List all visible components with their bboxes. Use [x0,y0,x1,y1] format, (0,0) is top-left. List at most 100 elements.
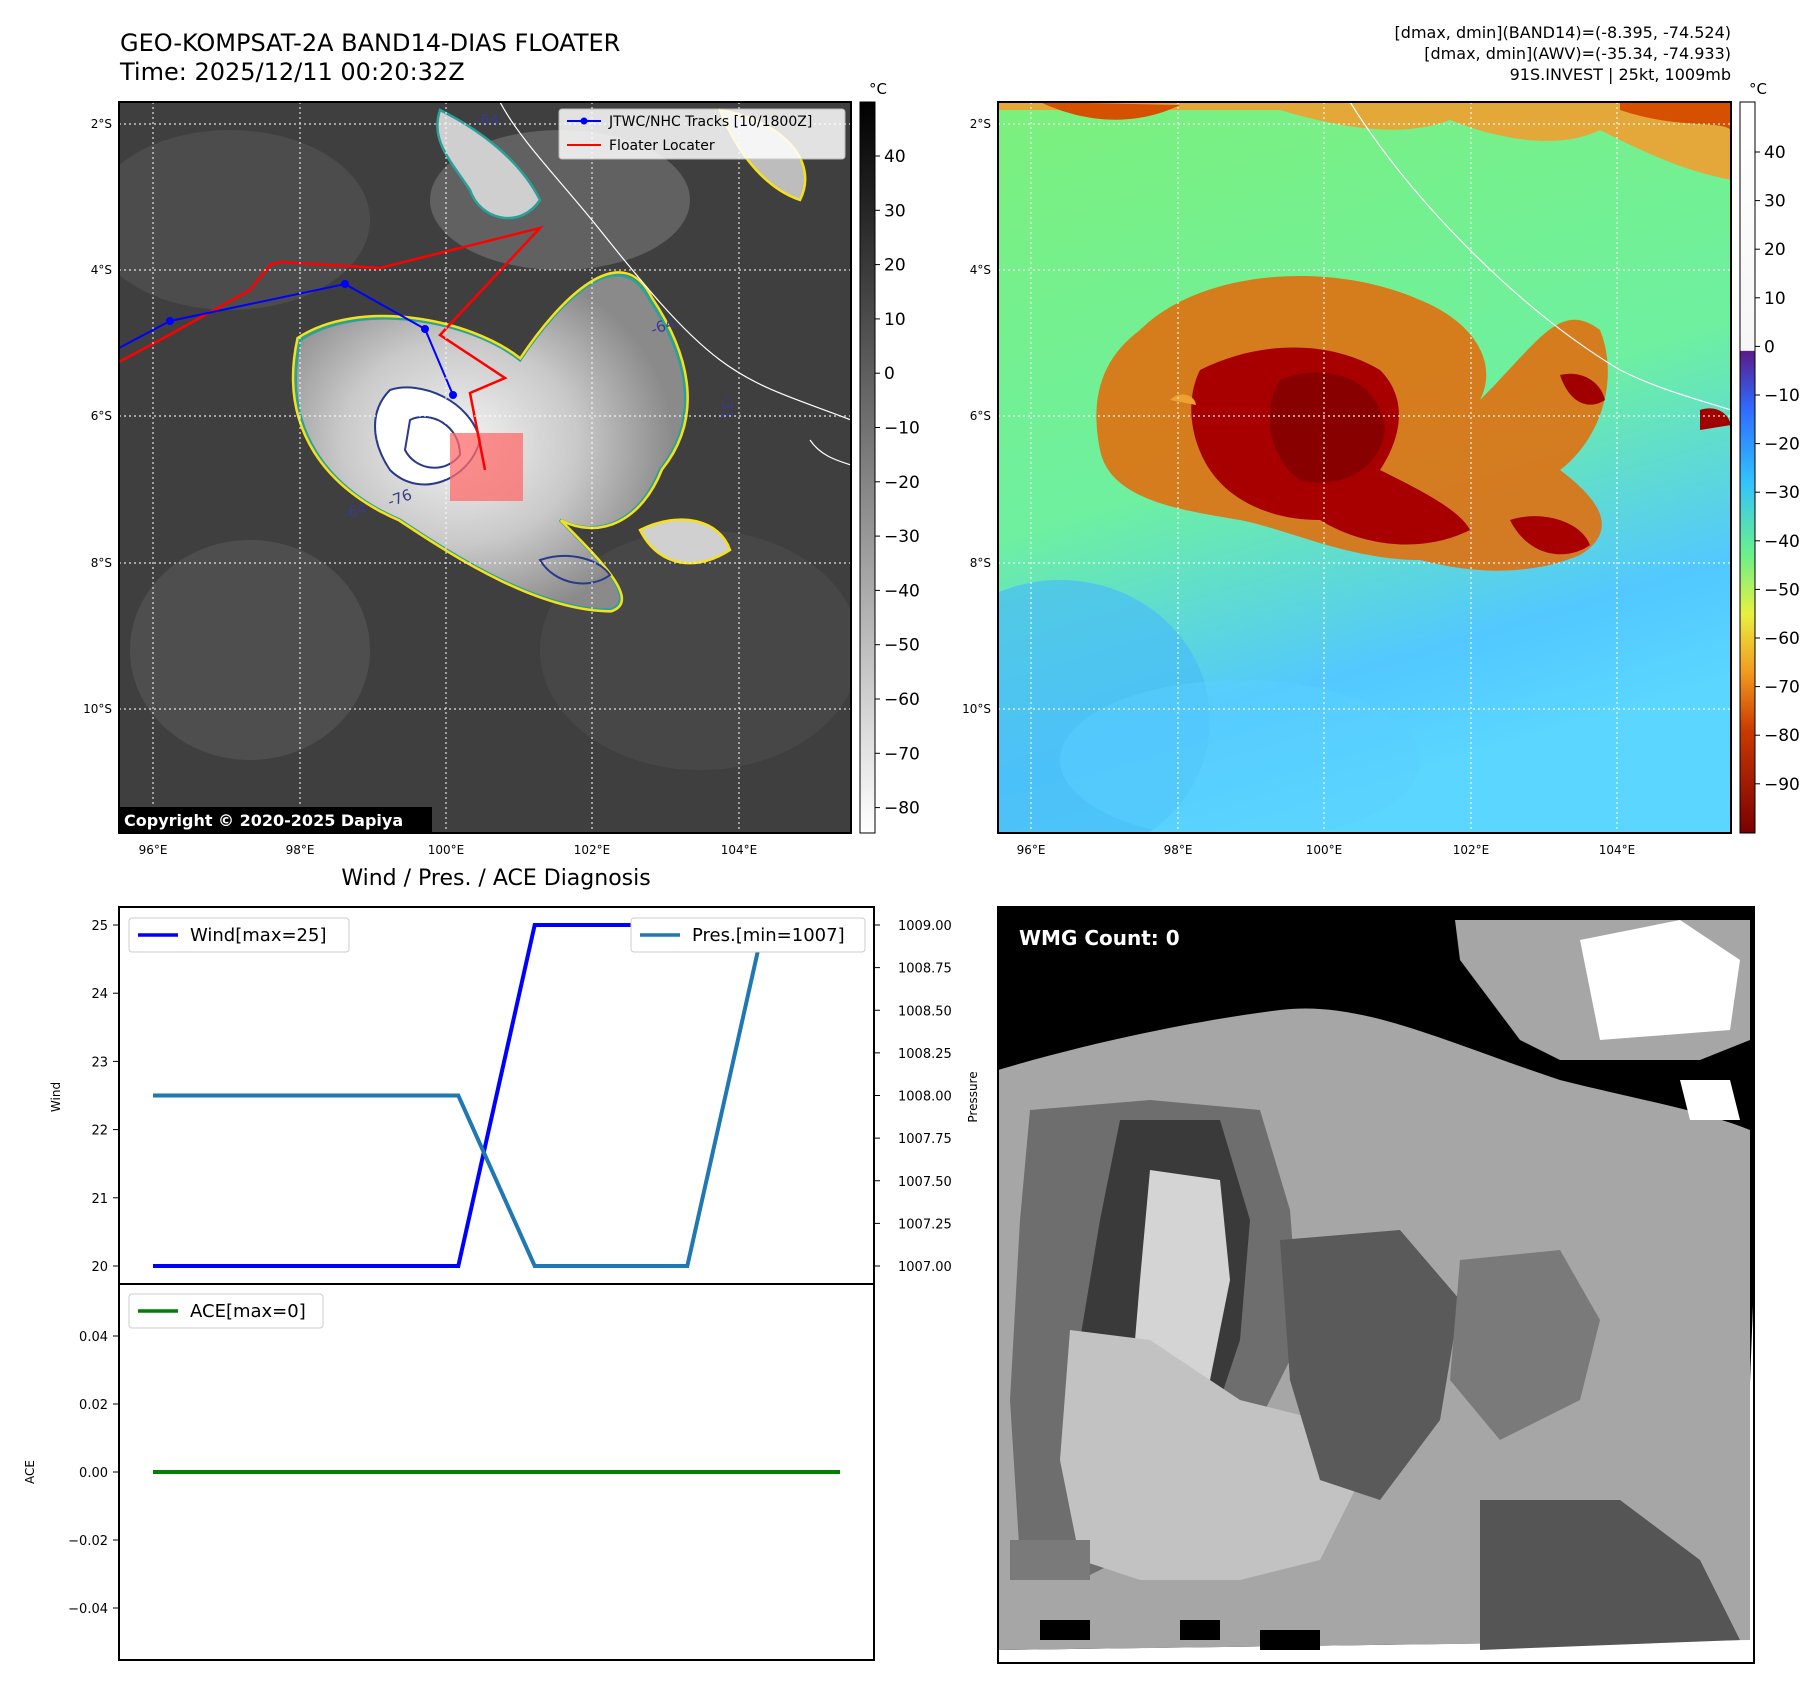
awv-lat-tick: 2°S [970,117,991,131]
diagnosis-title: Wind / Pres. / ACE Diagnosis [341,866,650,891]
pressure-series-line [153,923,840,1268]
floater-locator-line [119,225,544,471]
contour-label: -64 [475,111,500,129]
awv-colorbar-label: −10 [1764,386,1800,406]
pressure-legend: Pres.[min=1007] [630,917,866,953]
pressure-tick-label: 1008.50 [898,1004,952,1019]
ir-lon-tick: 104°E [721,843,758,857]
ir-lat-tick: 8°S [91,556,112,570]
ir-colorbar-label: 40 [884,147,906,167]
awv-colorbar-label: −90 [1764,775,1800,795]
awv-lon-tick: 98°E [1164,843,1193,857]
track-point [449,391,457,399]
ir-colorbar-unit: °C [869,80,887,98]
wind-tick-label: 20 [91,1260,108,1275]
ir-colorbar: °C 40 30 20 10 0 −10 −20 −30 −40 −50 −60 −70 −80 [859,80,920,834]
ir-lon-tick: 102°E [574,843,611,857]
wind-tick-label: 25 [91,919,108,934]
wind-axis-label: Wind [49,1082,63,1112]
ace-legend: ACE[max=0] [128,1293,324,1329]
pressure-legend-label: Pres.[min=1007] [692,925,845,946]
awv-map-panel: 96°E 98°E 100°E 102°E 104°E 2°S 4°S 6°S … [962,80,1800,857]
awv-lat-tick: 8°S [970,556,991,570]
wind-legend: Wind[max=25] [128,917,350,953]
awv-colorbar-unit: °C [1749,80,1767,98]
awv-colorbar: °C 40 30 20 10 0 −10 −20 −30 −40 −50 −60 −70 −80 −90 [1739,80,1800,834]
awv-colorbar-label: −80 [1764,726,1800,746]
figure-title-line2: Time: 2025/12/11 00:20:32Z [119,58,465,86]
ace-tick-label: −0.02 [68,1534,108,1549]
pressure-tick-label: 1007.50 [898,1175,952,1190]
pressure-tick-label: 1008.75 [898,962,952,977]
wind-legend-label: Wind[max=25] [190,925,327,946]
ir-legend: JTWC/NHC Tracks [10/1800Z] Floater Locat… [558,108,846,160]
wmg-imagery [998,907,1754,1663]
awv-colorbar-label: 30 [1764,192,1786,212]
ir-colorbar-label: 0 [884,364,895,384]
pressure-tick-label: 1007.75 [898,1132,952,1147]
pressure-tick-label: 1007.00 [898,1260,952,1275]
ir-colorbar-label: −20 [884,473,920,493]
legend-track-label: JTWC/NHC Tracks [10/1800Z] [608,114,812,130]
legend-floater-label: Floater Locater [609,138,715,154]
ir-imagery: -64 -76 -64 -64 -31 [119,102,851,833]
ir-lon-tick: 98°E [286,843,315,857]
ir-colorbar-label: 20 [884,256,906,276]
awv-gridlines [998,102,1731,833]
ir-lon-tick: 100°E [428,843,465,857]
awv-colorbar-label: −30 [1764,483,1800,503]
ace-tick-label: 0.00 [79,1466,108,1481]
info-storm-summary: 91S.INVEST | 25kt, 1009mb [1510,65,1731,84]
info-awv-range: [dmax, dmin](AWV)=(-35.34, -74.933) [1424,44,1731,63]
awv-lon-tick: 100°E [1306,843,1343,857]
ir-lat-tick: 4°S [91,263,112,277]
awv-lon-tick: 102°E [1453,843,1490,857]
ace-tick-label: 0.02 [79,1398,108,1413]
awv-colorbar-label: −40 [1764,532,1800,552]
ir-map-panel: -64 -76 -64 -64 -31 [83,80,920,857]
pressure-tick-label: 1008.25 [898,1047,952,1062]
ir-colorbar-label: −30 [884,527,920,547]
awv-colorbar-label: 0 [1764,337,1775,357]
pressure-axis-label: Pressure [966,1071,980,1122]
ir-lat-tick: 10°S [83,702,112,716]
awv-colorbar-label: −70 [1764,678,1800,698]
awv-lon-tick: 96°E [1017,843,1046,857]
pressure-tick-label: 1009.00 [898,919,952,934]
awv-lat-tick: 10°S [962,702,991,716]
awv-colorbar-label: 10 [1764,289,1786,309]
wind-pressure-chart: 25 24 23 22 21 20 1009.00 1008.75 1008.50 1008.2… [49,906,980,1285]
awv-lat-tick: 6°S [970,409,991,423]
figure-title-line1: GEO-KOMPSAT-2A BAND14-DIAS FLOATER [120,29,620,57]
ace-chart: 0.04 0.02 0.00 −0.02 −0.04 ACE ACE[max=0] [23,1283,875,1661]
awv-colorbar-label: −20 [1764,435,1800,455]
ace-legend-label: ACE[max=0] [190,1301,306,1322]
pressure-tick-label: 1007.25 [898,1217,952,1232]
ace-axis-label: ACE [23,1460,37,1484]
awv-imagery [998,102,1731,833]
ir-lon-tick: 96°E [139,843,168,857]
awv-colorbar-label: −50 [1764,580,1800,600]
awv-lon-tick: 104°E [1599,843,1636,857]
ir-colorbar-label: −10 [884,419,920,439]
awv-colorbar-label: −60 [1764,629,1800,649]
contour-label: -31 [718,395,736,420]
ir-colorbar-label: 30 [884,201,906,221]
track-point [341,280,349,288]
awv-colorbar-label: 40 [1764,143,1786,163]
ir-lat-tick: 2°S [91,117,112,131]
track-point [166,317,174,325]
copyright-label: Copyright © 2020-2025 Dapiya [124,811,403,830]
track-point [421,325,429,333]
wind-tick-label: 21 [91,1192,108,1207]
ir-lat-tick: 6°S [91,409,112,423]
wind-tick-label: 23 [91,1055,108,1070]
ace-tick-label: −0.04 [68,1602,108,1617]
wmg-panel: WMG Count: 0 [997,906,1755,1664]
awv-lat-tick: 4°S [970,263,991,277]
ir-colorbar-label: 10 [884,310,906,330]
floater-box [450,433,523,501]
ir-colorbar-label: −40 [884,581,920,601]
wind-tick-label: 24 [91,987,108,1002]
